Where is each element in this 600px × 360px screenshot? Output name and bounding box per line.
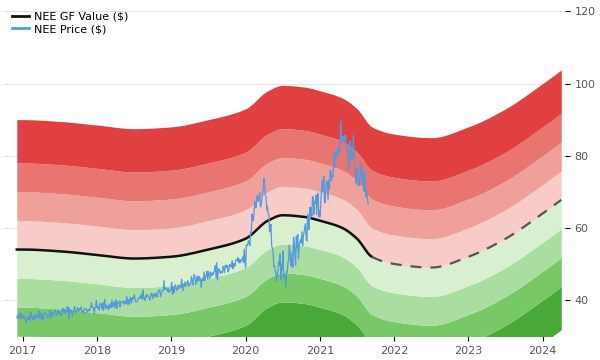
Legend: NEE GF Value ($), NEE Price ($): NEE GF Value ($), NEE Price ($) <box>10 10 131 36</box>
